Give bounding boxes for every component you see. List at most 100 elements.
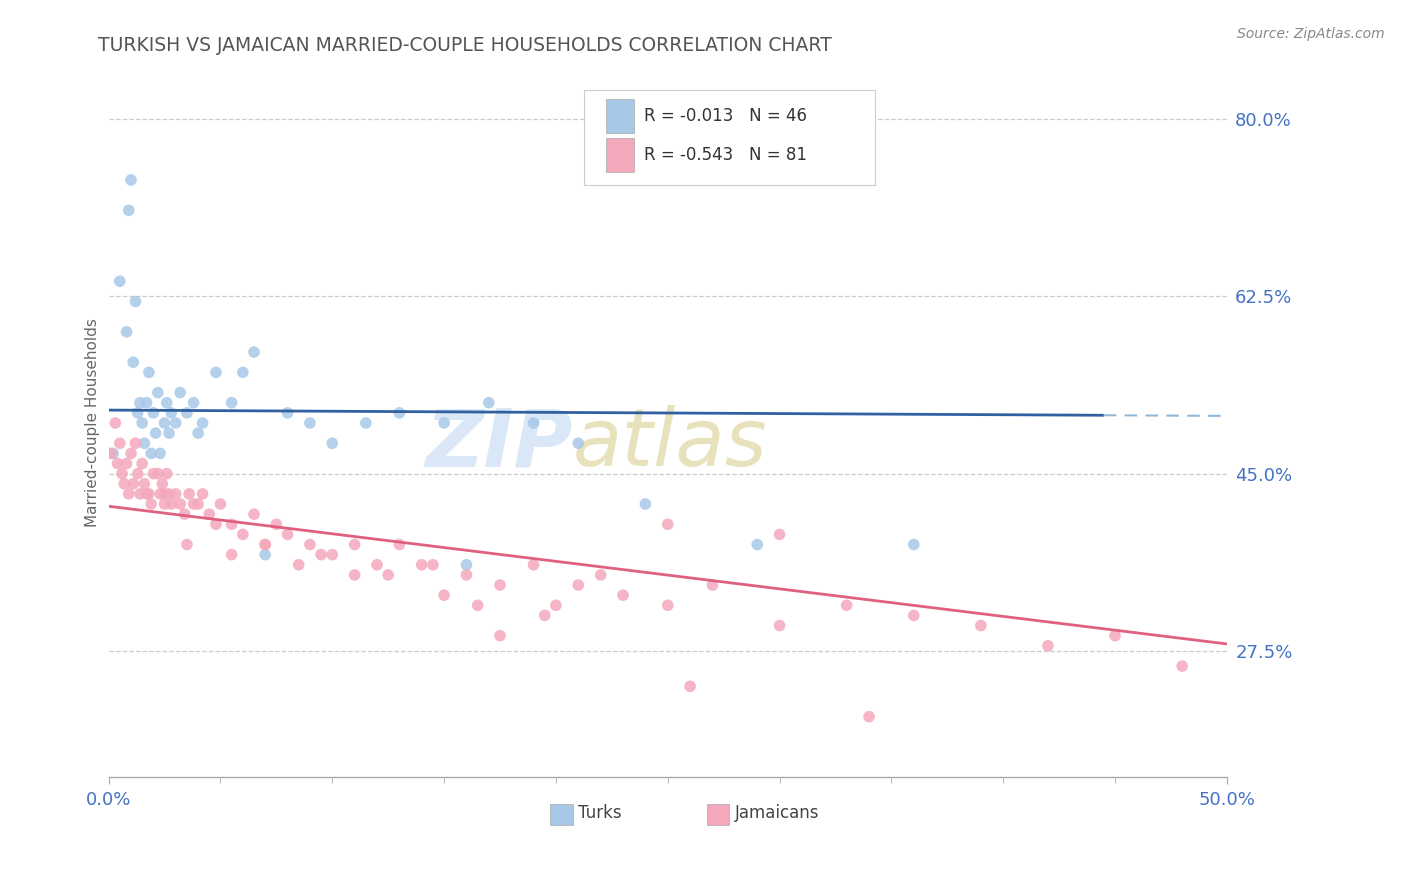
Point — [388, 406, 411, 420]
Point — [522, 416, 544, 430]
Point — [169, 497, 191, 511]
Point — [131, 416, 153, 430]
Point — [433, 588, 456, 602]
Bar — [550, 804, 572, 825]
Point — [634, 497, 657, 511]
Point — [120, 446, 142, 460]
Point — [129, 487, 152, 501]
Point — [115, 325, 138, 339]
Point — [118, 487, 141, 501]
Point — [157, 426, 180, 441]
Point — [142, 467, 165, 481]
Point — [768, 527, 790, 541]
Point — [254, 537, 277, 551]
Point — [221, 548, 243, 562]
Point — [489, 629, 512, 643]
Point — [173, 507, 195, 521]
Point — [156, 467, 179, 481]
Point — [153, 416, 176, 430]
Point — [160, 497, 183, 511]
Point — [124, 436, 146, 450]
Point — [176, 406, 198, 420]
Point — [254, 537, 277, 551]
Point — [377, 568, 399, 582]
Point — [124, 294, 146, 309]
Point — [411, 558, 433, 572]
Point — [153, 487, 176, 501]
Point — [156, 395, 179, 409]
Point — [702, 578, 724, 592]
Point — [122, 355, 145, 369]
Point — [544, 599, 567, 613]
Point — [118, 203, 141, 218]
Point — [122, 476, 145, 491]
Point — [135, 487, 157, 501]
Point — [112, 476, 135, 491]
Bar — [606, 99, 634, 133]
Text: Jamaicans: Jamaicans — [735, 804, 820, 822]
Point — [138, 365, 160, 379]
Point — [150, 476, 173, 491]
Point — [145, 426, 167, 441]
Point — [139, 446, 162, 460]
Point — [835, 599, 858, 613]
Point — [165, 416, 187, 430]
Point — [100, 446, 122, 460]
Point — [187, 497, 209, 511]
Point — [747, 537, 769, 551]
Text: TURKISH VS JAMAICAN MARRIED-COUPLE HOUSEHOLDS CORRELATION CHART: TURKISH VS JAMAICAN MARRIED-COUPLE HOUSE… — [98, 36, 832, 54]
Text: ZIP: ZIP — [426, 405, 572, 483]
Point — [146, 385, 169, 400]
Point — [134, 436, 156, 450]
Point — [127, 406, 149, 420]
Point — [589, 568, 612, 582]
Point — [183, 497, 205, 511]
Point — [277, 527, 299, 541]
Point — [149, 446, 172, 460]
Point — [221, 395, 243, 409]
Point — [183, 395, 205, 409]
Point — [232, 365, 254, 379]
Point — [165, 487, 187, 501]
Point — [191, 487, 214, 501]
Point — [135, 395, 157, 409]
Bar — [606, 138, 634, 172]
Point — [101, 446, 124, 460]
Point — [343, 537, 366, 551]
Point — [108, 274, 131, 288]
Point — [277, 406, 299, 420]
Point — [768, 618, 790, 632]
Point — [321, 548, 343, 562]
Point — [129, 395, 152, 409]
Point — [343, 568, 366, 582]
Point — [254, 548, 277, 562]
Point — [120, 173, 142, 187]
Point — [179, 487, 201, 501]
Point — [243, 507, 266, 521]
Point — [612, 588, 634, 602]
Text: Turks: Turks — [578, 804, 621, 822]
Point — [567, 436, 589, 450]
Text: Source: ZipAtlas.com: Source: ZipAtlas.com — [1237, 27, 1385, 41]
Point — [149, 487, 172, 501]
Point — [153, 497, 176, 511]
Point — [131, 457, 153, 471]
Point — [298, 537, 321, 551]
Point — [111, 467, 134, 481]
Point — [970, 618, 993, 632]
Point — [209, 497, 232, 511]
Point — [191, 416, 214, 430]
Point — [522, 558, 544, 572]
Point — [221, 517, 243, 532]
Point — [679, 679, 702, 693]
Point — [489, 578, 512, 592]
Point — [858, 709, 880, 723]
Point — [1036, 639, 1059, 653]
Point — [187, 426, 209, 441]
Text: R = -0.543   N = 81: R = -0.543 N = 81 — [644, 146, 807, 164]
Point — [205, 517, 228, 532]
Point — [127, 467, 149, 481]
Point — [1171, 659, 1194, 673]
Point — [533, 608, 555, 623]
Y-axis label: Married-couple Households: Married-couple Households — [86, 318, 100, 527]
